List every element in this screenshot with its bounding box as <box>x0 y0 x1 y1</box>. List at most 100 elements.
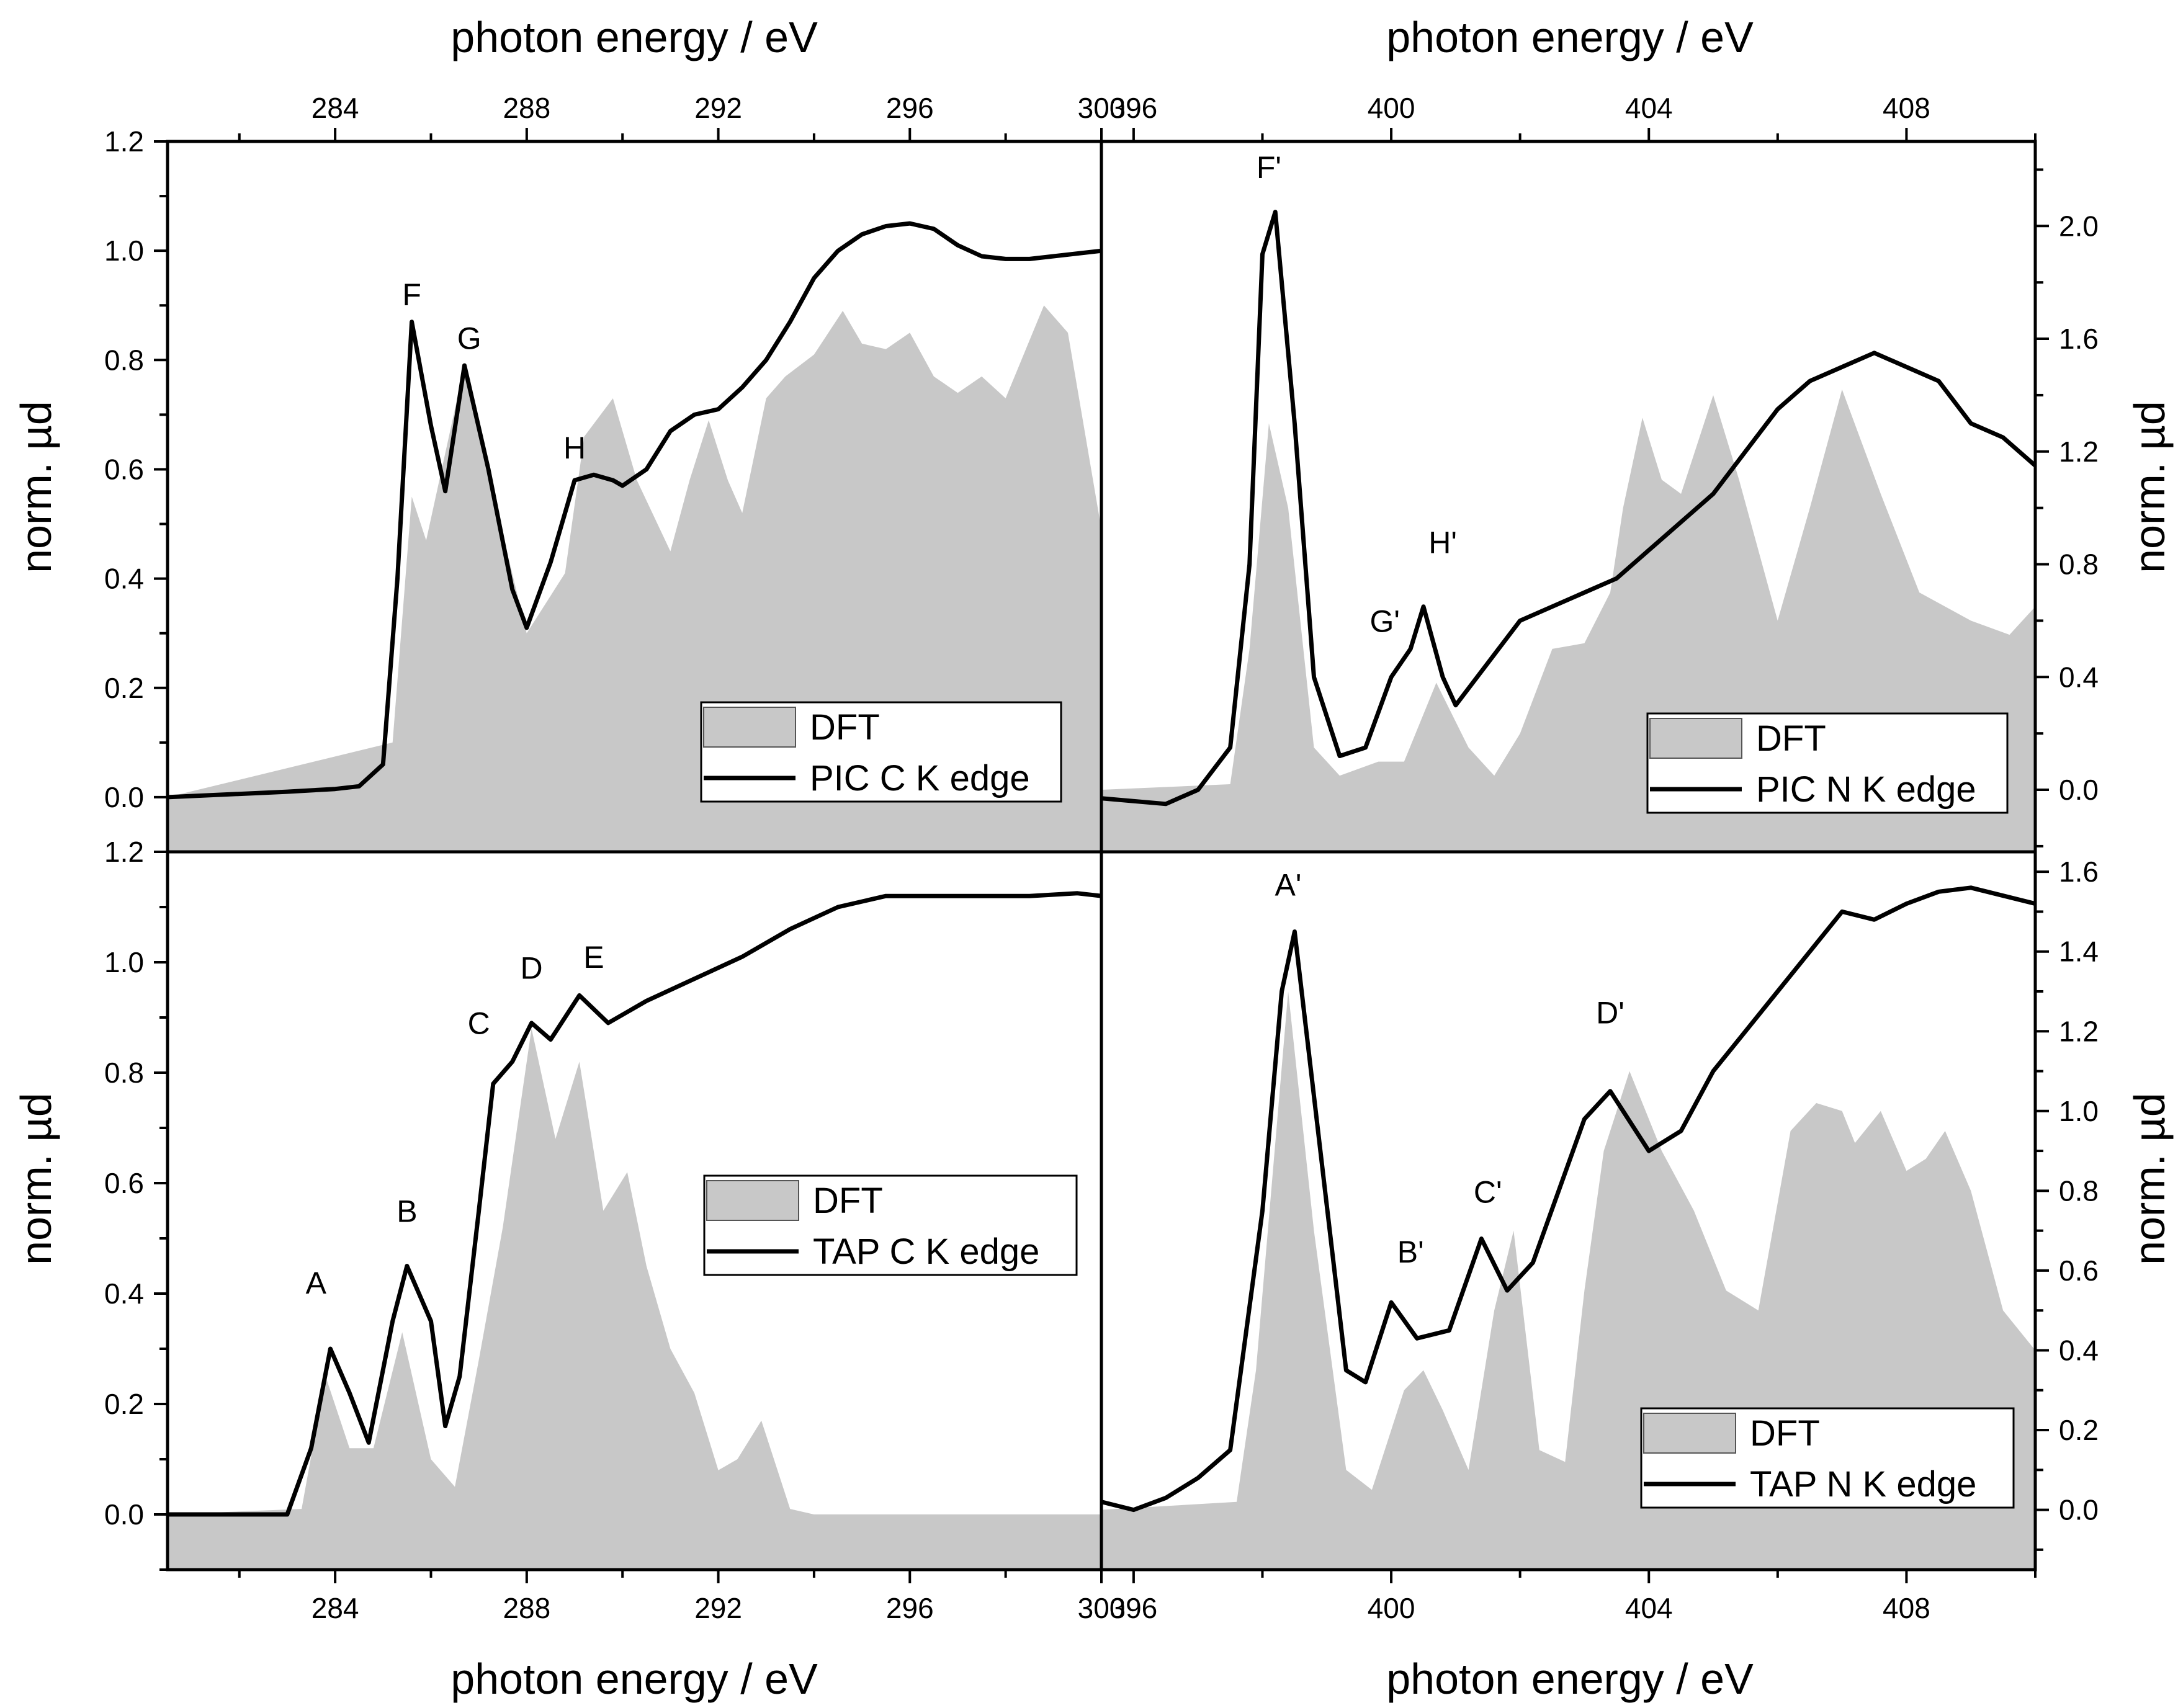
peak-label: E <box>583 940 604 975</box>
x-tick-label: 292 <box>694 92 742 124</box>
legend-exp-label: TAP C K edge <box>813 1232 1039 1272</box>
legend-dft-label: DFT <box>1750 1413 1820 1454</box>
axis-titles: photon energy / eV photon energy / eV ph… <box>12 13 2174 1703</box>
bottom-left-ylabel: norm. µd <box>12 1093 60 1265</box>
plot-area <box>168 891 1101 1570</box>
peak-label: H' <box>1428 525 1457 560</box>
legend-dft-swatch <box>703 707 796 748</box>
peak-label: A' <box>1275 868 1302 903</box>
peak-label: B <box>397 1194 417 1228</box>
legend-dft-swatch <box>1643 1413 1736 1454</box>
legend: DFT PIC C K edge <box>700 701 1062 803</box>
peak-label: F' <box>1257 150 1281 185</box>
y-tick-label: 0.8 <box>104 344 144 376</box>
exp-line <box>168 221 1101 800</box>
x-tick-label: 296 <box>886 1592 934 1624</box>
peak-label: C <box>468 1006 490 1041</box>
panel-tap-c: 284 288 292 296 3000.00.20.40.60.81.01.2ABCD… <box>104 836 1125 1624</box>
x-tick-label: 396 <box>1110 1592 1158 1624</box>
x-tick-label: 400 <box>1368 1592 1415 1624</box>
bottom-left-xlabel: photon energy / eV <box>450 1655 818 1703</box>
legend: DFT TAP C K edge <box>703 1174 1078 1276</box>
y-tick-label: 0.4 <box>104 1277 144 1310</box>
x-tick-label: 288 <box>503 1592 550 1624</box>
y-tick-label: 1.0 <box>2059 1095 2099 1127</box>
bottom-right-ylabel: norm. µd <box>2125 1093 2174 1265</box>
peak-label: D' <box>1596 995 1625 1030</box>
y-tick-label: 0.2 <box>104 672 144 704</box>
top-right-xlabel: photon energy / eV <box>1386 13 1754 61</box>
x-tick-label: 404 <box>1625 92 1673 124</box>
y-tick-label: 1.0 <box>104 235 144 267</box>
y-tick-label: 0.4 <box>104 563 144 595</box>
panel-frame <box>1100 850 2037 1572</box>
x-tick-label: 300 <box>1078 1592 1126 1624</box>
y-tick-label: 1.2 <box>104 125 144 158</box>
exp-line <box>1101 210 2035 807</box>
peak-label: H <box>563 431 586 465</box>
x-tick-label: 400 <box>1368 92 1415 124</box>
x-tick-label: 284 <box>311 1592 359 1624</box>
legend-dft-label: DFT <box>813 1181 883 1221</box>
y-tick-label: 0.2 <box>104 1388 144 1420</box>
x-tick-label: 408 <box>1883 1592 1930 1624</box>
y-tick-label: 0.0 <box>104 1498 144 1531</box>
legend-exp-label: PIC C K edge <box>810 758 1030 798</box>
legend-dft-label: DFT <box>810 707 880 748</box>
legend-exp-label: PIC N K edge <box>1756 769 1976 810</box>
y-tick-label: 1.6 <box>2059 856 2099 888</box>
y-tick-label: 0.4 <box>2059 661 2099 693</box>
x-tick-label: 404 <box>1625 1592 1673 1624</box>
legend: DFT PIC N K edge <box>1646 712 2009 814</box>
x-tick-label: 408 <box>1883 92 1930 124</box>
x-tick-label: 292 <box>694 1592 742 1624</box>
x-tick-label: 396 <box>1110 92 1158 124</box>
dft-area <box>168 1028 1101 1570</box>
y-tick-label: 0.0 <box>104 781 144 813</box>
legend-dft-swatch <box>1649 718 1742 759</box>
x-tick-label: 296 <box>886 92 934 124</box>
x-tick-label: 288 <box>503 92 550 124</box>
legend-exp-label: TAP N K edge <box>1750 1464 1976 1505</box>
y-tick-label: 2.0 <box>2059 210 2099 242</box>
y-tick-label: 1.4 <box>2059 936 2099 968</box>
exp-line <box>168 891 1101 1517</box>
x-tick-label: 284 <box>311 92 359 124</box>
y-tick-label: 0.6 <box>2059 1254 2099 1287</box>
y-tick-label: 0.6 <box>104 1167 144 1199</box>
peak-label: D <box>521 951 543 986</box>
y-tick-label: 0.6 <box>104 453 144 485</box>
panel-tap-n: 396 400 404 408 0.0 0.2 0.4 0.6 0.8 1.0 1.2 1.4 1.6 A… <box>1100 850 2099 1624</box>
peak-label: G' <box>1369 604 1399 639</box>
legend-dft-label: DFT <box>1756 718 1826 759</box>
y-tick-label: 0.8 <box>2059 1174 2099 1207</box>
y-tick-label: 0.8 <box>104 1057 144 1089</box>
y-tick-label: 0.2 <box>2059 1414 2099 1446</box>
y-tick-label: 0.8 <box>2059 548 2099 581</box>
top-left-ylabel: norm. µd <box>12 401 60 573</box>
y-tick-label: 1.2 <box>104 836 144 868</box>
legend: DFT TAP N K edge <box>1640 1407 2015 1509</box>
y-tick-label: 0.0 <box>2059 774 2099 806</box>
top-left-xlabel: photon energy / eV <box>450 13 818 61</box>
bottom-right-xlabel: photon energy / eV <box>1386 1655 1754 1703</box>
legend-dft-swatch <box>706 1180 799 1221</box>
peak-label: C' <box>1474 1175 1502 1210</box>
y-tick-label: 1.2 <box>2059 436 2099 468</box>
peak-label: F <box>402 277 421 312</box>
peak-label: G <box>457 321 482 356</box>
panel-pic-n: 396 400 404 408 0.0 0.4 0.8 1.2 1.6 2.0 F' G' H' DFT P… <box>1100 92 2099 854</box>
peak-label: A <box>306 1266 327 1300</box>
y-tick-label: 1.0 <box>104 946 144 978</box>
peak-label: B' <box>1397 1235 1424 1269</box>
y-tick-label: 1.2 <box>2059 1015 2099 1047</box>
panels: 284 288 292 296 300 0.0 0.2 0.4 0.6 0.8 1.0 1.2 F G H D… <box>104 92 2099 1624</box>
panel-pic-c: 284 288 292 296 300 0.0 0.2 0.4 0.6 0.8 1.0 1.2 F G H D… <box>104 92 1126 854</box>
y-tick-label: 0.4 <box>2059 1334 2099 1366</box>
y-tick-label: 0.0 <box>2059 1494 2099 1526</box>
y-tick-label: 1.6 <box>2059 323 2099 355</box>
x-tick-label: 300 <box>1078 92 1126 124</box>
exp-line <box>1101 885 2035 1513</box>
top-right-ylabel: norm. µd <box>2125 401 2174 573</box>
